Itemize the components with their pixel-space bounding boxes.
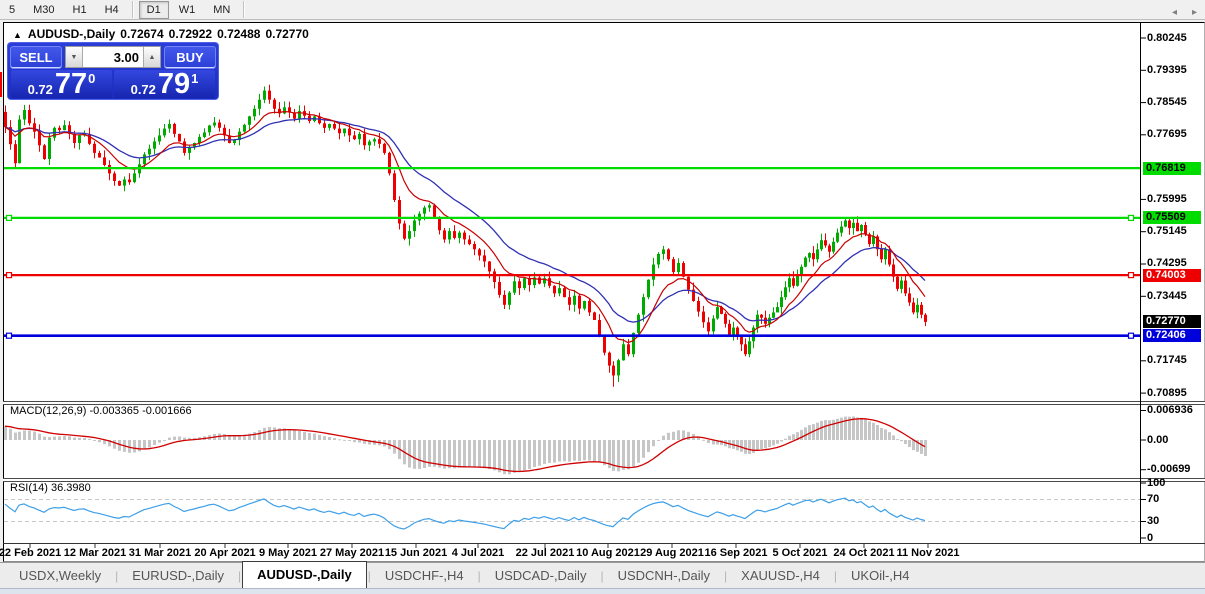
pane-separator[interactable] — [3, 478, 1205, 482]
chart-title: ▲ AUDUSD-,Daily 0.72674 0.72922 0.72488 0.727… — [13, 27, 309, 41]
time-axis-line — [3, 543, 1205, 544]
price-tick-label: 0.75995 — [1147, 192, 1187, 205]
chart-tab-eurusd-daily[interactable]: EURUSD-,Daily — [132, 568, 224, 583]
ohlc-close: 0.72770 — [265, 27, 309, 41]
date-label: 29 Aug 2021 — [640, 547, 704, 559]
macd-tick-label: -0.00699 — [1147, 463, 1191, 476]
tab-separator: | — [237, 569, 242, 583]
price-tick-label: 0.74295 — [1147, 257, 1187, 270]
toolbar-separator — [243, 1, 246, 18]
volume-increase-button[interactable]: ▲ — [143, 47, 160, 67]
level-badge-0.74003: 0.74003 — [1143, 268, 1201, 282]
ohlc-high: 0.72922 — [168, 27, 213, 41]
date-label: 11 Nov 2021 — [896, 547, 960, 559]
ohlc-low: 0.72488 — [217, 27, 261, 41]
chart-tab-usdx-weekly[interactable]: USDX,Weekly — [19, 568, 102, 583]
date-label: 16 Sep 2021 — [704, 547, 768, 559]
macd-tick-label: 0.00 — [1147, 433, 1169, 446]
timeframe-button-H1[interactable]: H1 — [72, 3, 87, 16]
level-badge-0.76819: 0.76819 — [1143, 161, 1201, 175]
price-tick-label: 0.71745 — [1147, 354, 1187, 367]
timeframe-button-H4[interactable]: H4 — [104, 3, 119, 16]
rsi-tick-label: 30 — [1147, 515, 1160, 527]
date-label: 12 Mar 2021 — [63, 547, 127, 559]
date-label: 4 Jul 2021 — [451, 547, 505, 559]
price-tick-label: 0.77695 — [1147, 128, 1187, 141]
timeframe-button-D1[interactable]: D1 — [138, 0, 169, 19]
date-label: 5 Oct 2021 — [772, 547, 828, 559]
price-tick-label: 0.78545 — [1147, 96, 1187, 109]
sell-price[interactable]: 0.72 77 0 — [11, 70, 112, 99]
date-label: 31 Mar 2021 — [128, 547, 192, 559]
one-click-trading-panel: SELL ▼ 3.00 ▲ BUY 0.72 77 0 0.72 79 1 — [7, 42, 219, 100]
tab-separator: | — [833, 569, 838, 583]
price-axis-line — [1140, 22, 1141, 543]
date-label: 27 May 2021 — [319, 547, 385, 559]
date-label: 22 Jul 2021 — [515, 547, 575, 559]
tab-separator: | — [115, 569, 119, 583]
price-tick-label: 0.70895 — [1147, 386, 1187, 399]
date-label: 22 Feb 2021 — [0, 547, 62, 559]
symbol-name: AUDUSD-,Daily — [27, 27, 116, 41]
current-price-badge: 0.72770 — [1143, 315, 1201, 329]
volume-spinner: ▼ 3.00 ▲ — [65, 46, 161, 68]
timeframe-button-MN[interactable]: MN — [213, 3, 231, 16]
date-label: 24 Oct 2021 — [833, 547, 895, 559]
price-tick-label: 0.80245 — [1147, 31, 1187, 44]
date-label: 15 Jun 2021 — [384, 547, 448, 559]
macd-tick-label: 0.006936 — [1147, 404, 1193, 417]
date-label: 9 May 2021 — [258, 547, 318, 559]
timeframe-button-M30[interactable]: M30 — [33, 3, 55, 16]
tab-scroll-right-icon[interactable]: ▸ — [1191, 7, 1197, 18]
price-tick-label: 0.73445 — [1147, 289, 1187, 302]
rsi-tick-label: 0 — [1147, 531, 1154, 544]
macd-label: MACD(12,26,9) -0.003365 -0.001666 — [10, 405, 192, 417]
timeframe-button-5[interactable]: 5 — [9, 3, 16, 16]
toolbar-separator — [131, 1, 134, 18]
sell-button[interactable]: SELL — [10, 45, 62, 69]
window-bottom-edge — [0, 588, 1205, 594]
chart-tab-xauusd-h4[interactable]: XAUUSD-,H4 — [741, 568, 820, 583]
ohlc-open: 0.72674 — [120, 27, 164, 41]
tab-separator: | — [600, 569, 604, 583]
pane-separator[interactable] — [3, 401, 1205, 405]
chart-tab-bar: USDX,Weekly | EURUSD-,Daily | AUDUSD-,Daily |… — [0, 561, 1205, 589]
chart-tab-ukoil-h4[interactable]: UKOil-,H4 — [851, 568, 910, 583]
volume-decrease-button[interactable]: ▼ — [66, 47, 83, 67]
chart-tab-usdchf-h4[interactable]: USDCHF-,H4 — [384, 568, 464, 583]
buy-button[interactable]: BUY — [164, 45, 216, 69]
tab-separator: | — [724, 569, 728, 583]
price-tick-label: 0.75145 — [1147, 225, 1187, 238]
timeframe-toolbar: 5 M30 H1 H4 D1 W1 MN — [0, 0, 1205, 20]
chart-tab-usdcad-daily[interactable]: USDCAD-,Daily — [494, 568, 587, 583]
rsi-tick-label: 70 — [1147, 493, 1160, 505]
collapse-panel-icon[interactable]: ▲ — [13, 30, 22, 40]
buy-price[interactable]: 0.72 79 1 — [114, 70, 215, 99]
rsi-tick-label: 100 — [1147, 476, 1166, 489]
edge-candle-fragment — [0, 72, 2, 97]
timeframe-button-W1[interactable]: W1 — [178, 3, 196, 16]
volume-input[interactable]: 3.00 — [83, 47, 143, 67]
chart-tab-audusd-daily[interactable]: AUDUSD-,Daily — [242, 561, 367, 589]
rsi-label: RSI(14) 36.3980 — [10, 482, 91, 494]
date-label: 20 Apr 2021 — [194, 547, 256, 559]
level-badge-0.75509: 0.75509 — [1143, 211, 1201, 225]
tab-separator: | — [477, 569, 481, 583]
date-label: 10 Aug 2021 — [576, 547, 640, 559]
price-tick-label: 0.79395 — [1147, 63, 1187, 76]
level-badge-0.72406: 0.72406 — [1143, 329, 1201, 343]
tab-separator: | — [367, 569, 371, 583]
chart-tab-usdcnh-daily[interactable]: USDCNH-,Daily — [617, 568, 711, 583]
tab-scroll-left-icon[interactable]: ◂ — [1171, 7, 1177, 18]
